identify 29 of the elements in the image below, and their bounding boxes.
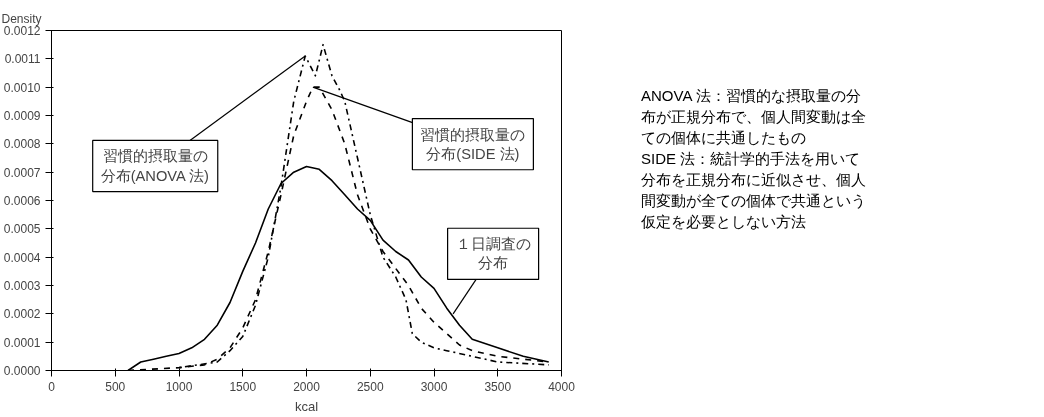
y-tick-label: 0.0005 — [3, 222, 41, 237]
x-tick-label: 1500 — [229, 379, 257, 394]
y-tick-label: 0.0012 — [3, 24, 41, 38]
text: SIDE 法：統計学的手法を用いて分布を正規分布に近似させ、個人間変動が全ての個体で共通という仮定を必要としない方法 — [641, 149, 867, 232]
y-tick-label: 0.0011 — [4, 52, 41, 67]
x-tick-label: 0 — [48, 379, 56, 394]
y-tick-label: 0.0004 — [3, 250, 41, 265]
text: ANOVA 法：習慣的な摂取量の分布が正規分布で、個人間変動は全ての個体に共通したもの — [641, 86, 867, 148]
y-tick-label: 0.0008 — [3, 137, 41, 152]
y-axis-title: Density — [1, 11, 42, 26]
y-tick-label: 0.0003 — [3, 279, 41, 293]
annotation: 習慣的摂取量の分布(SIDE 法) — [420, 126, 526, 162]
x-tick-label: 2500 — [356, 379, 384, 394]
y-tick-label: 0.0009 — [3, 109, 41, 123]
annotation: １日調査の分布 — [455, 236, 531, 272]
x-tick-label: 3000 — [420, 379, 448, 394]
x-tick-label: 500 — [105, 379, 126, 394]
y-tick-label: 0.0010 — [3, 80, 41, 95]
y-tick-label: 0.0002 — [3, 307, 41, 322]
x-axis-title: kcal — [294, 398, 319, 414]
y-tick-label: 0.0006 — [3, 194, 41, 208]
annotation: 習慣的摂取量の分布(ANOVA 法) — [100, 148, 209, 184]
y-tick-label: 0.0000 — [3, 364, 41, 378]
x-tick-label: 4000 — [548, 379, 576, 394]
x-tick-label: 1000 — [165, 379, 193, 394]
x-tick-label: 3500 — [484, 379, 512, 394]
x-tick-label: 2000 — [293, 379, 321, 394]
y-tick-label: 0.0001 — [3, 335, 41, 350]
y-tick-label: 0.0007 — [3, 165, 41, 180]
